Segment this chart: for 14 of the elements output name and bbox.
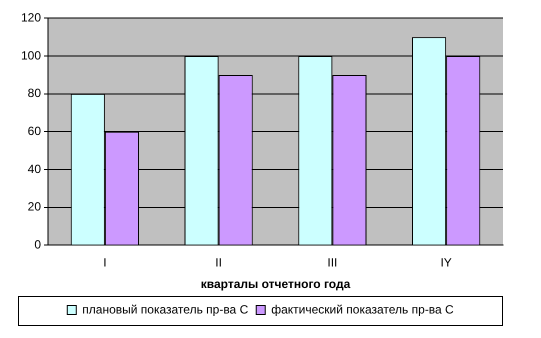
y-tick-label: 40 — [28, 162, 42, 176]
x-tick-label: I — [103, 256, 107, 270]
y-tick-label: 20 — [28, 200, 42, 214]
x-tick-label: II — [215, 256, 222, 270]
y-tick-label: 120 — [20, 10, 42, 25]
y-tick-label: 0 — [34, 238, 42, 252]
y-tick-label: 100 — [20, 48, 42, 62]
x-tick-label: III — [327, 256, 338, 270]
y-tick-label: 80 — [28, 86, 42, 100]
x-tick-label: IY — [440, 256, 452, 270]
legend-label: плановый показатель пр-ва С — [82, 302, 249, 316]
y-tick-label: 60 — [28, 124, 42, 138]
legend-label: фактический показатель пр-ва С — [271, 302, 454, 316]
x-axis-title: кварталы отчетного года — [200, 277, 351, 292]
